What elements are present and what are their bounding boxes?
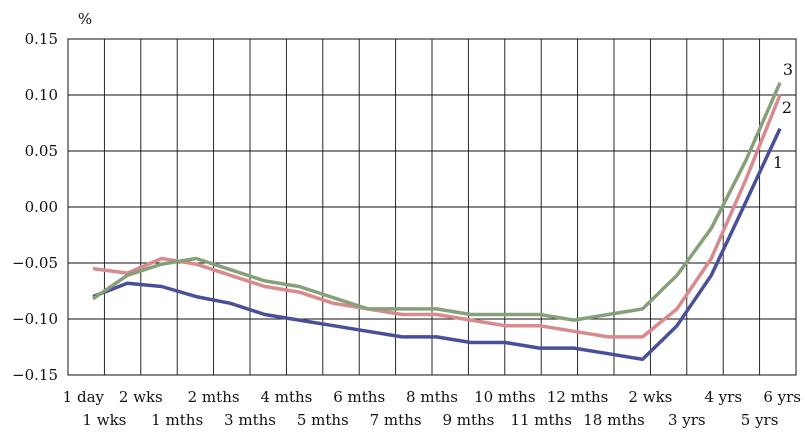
series-line-3 xyxy=(92,81,782,322)
y-tick-label: −0.05 xyxy=(12,254,58,272)
x-tick-label: 9 mths xyxy=(442,411,494,429)
series-line-1 xyxy=(92,127,782,362)
series-label-1: 1 xyxy=(773,153,783,172)
series-labels: 1 2 3 xyxy=(773,60,793,172)
series-line-2 xyxy=(92,94,782,339)
x-tick-label: 2 wks xyxy=(628,388,672,406)
series-lines xyxy=(92,81,782,362)
x-tick-label: 8 mths xyxy=(406,388,458,406)
grid xyxy=(67,38,797,376)
y-tick-label: −0.15 xyxy=(12,366,58,384)
x-tick-label: 1 mths xyxy=(151,411,203,429)
y-tick-label: 0.15 xyxy=(25,30,58,48)
x-tick-label: 11 mths xyxy=(510,411,571,429)
series-label-3: 3 xyxy=(783,60,793,79)
x-tick-label: 3 mths xyxy=(224,411,276,429)
x-tick-label: 10 mths xyxy=(474,388,535,406)
x-tick-label: 18 mths xyxy=(583,411,644,429)
x-tick-label: 4 yrs xyxy=(704,388,742,406)
y-tick-label: 0.00 xyxy=(25,198,58,216)
x-tick-label: 1 wks xyxy=(82,411,126,429)
y-tick-label: 0.10 xyxy=(25,86,58,104)
x-tick-label: 2 mths xyxy=(188,388,240,406)
x-tick-label: 3 yrs xyxy=(668,411,706,429)
series-label-2: 2 xyxy=(782,98,792,117)
x-tick-label: 7 mths xyxy=(370,411,422,429)
x-tick-label: 1 day xyxy=(63,388,105,406)
x-tick-label: 6 mths xyxy=(333,388,385,406)
x-tick-label: 4 mths xyxy=(260,388,312,406)
x-axis-ticks: 1 day 1 wks 2 wks 1 mths 2 mths 3 mths 4 mths 5… xyxy=(63,388,801,429)
x-tick-label: 2 wks xyxy=(119,388,163,406)
x-tick-label: 5 yrs xyxy=(741,411,779,429)
y-axis-ticks: 0.15 0.10 0.05 0.00 −0.05 −0.10 −0.15 xyxy=(12,30,58,384)
x-tick-label: 5 mths xyxy=(297,411,349,429)
y-tick-label: 0.05 xyxy=(25,142,58,160)
x-tick-label: 6 yrs xyxy=(763,388,801,406)
y-unit-label: % xyxy=(78,10,92,28)
y-tick-label: −0.10 xyxy=(12,310,58,328)
x-tick-label: 12 mths xyxy=(547,388,608,406)
